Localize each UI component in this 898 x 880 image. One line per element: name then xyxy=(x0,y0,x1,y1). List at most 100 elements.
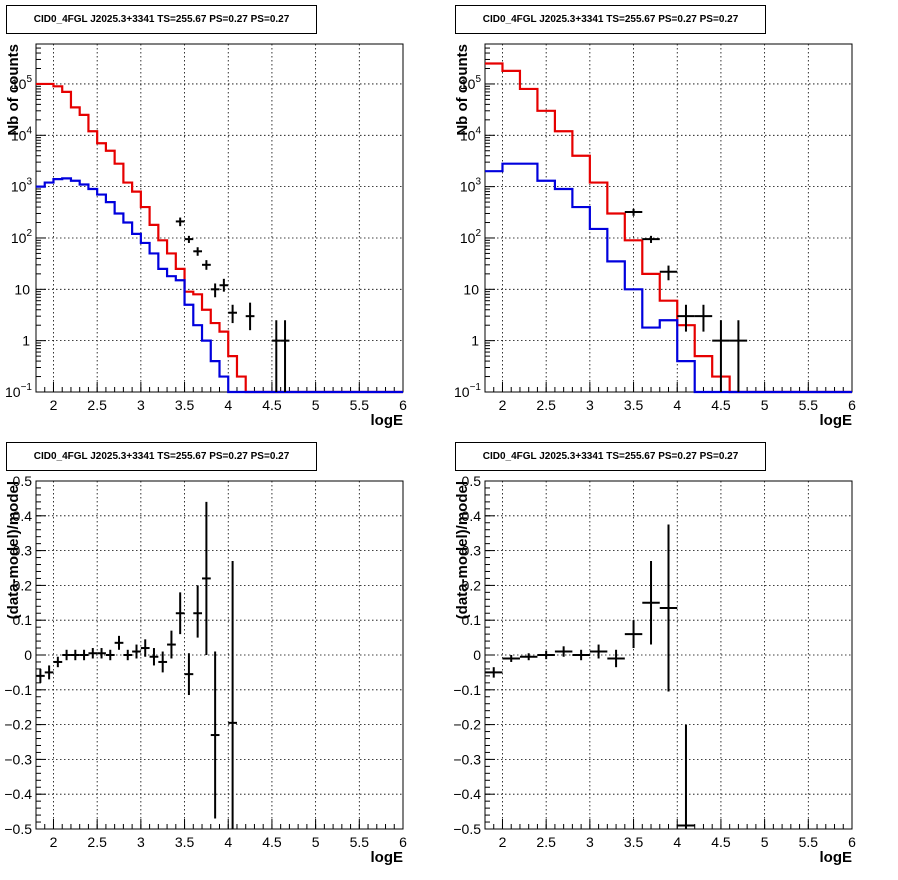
plot-frame xyxy=(484,480,853,830)
data-point xyxy=(193,247,203,256)
x-tick-label: 2 xyxy=(50,834,58,850)
x-tick-label: 4.5 xyxy=(262,834,282,850)
x-tick-label: 4.5 xyxy=(262,397,282,413)
grid-lines xyxy=(485,44,852,392)
data-point xyxy=(123,649,133,661)
x-tick-label: 5 xyxy=(312,834,320,850)
data-point xyxy=(228,561,237,829)
y-tick-label: −0.1 xyxy=(453,682,481,698)
x-tick-label: 3.5 xyxy=(624,834,644,850)
axes: 2 2.5 3 3.5 4 4.5 5 5.5 6 −0.5 −0.4 −0.3 −0.2 −0.1 0 0.… xyxy=(4,473,407,866)
x-tick-label: 5.5 xyxy=(350,834,370,850)
y-tick-label: 1 xyxy=(22,333,30,349)
y-tick-label: −0.5 xyxy=(453,821,481,837)
data-point xyxy=(642,235,660,243)
data-point xyxy=(149,648,159,666)
data-point xyxy=(88,648,98,659)
y-tick-label: 103 xyxy=(11,177,33,195)
data-point xyxy=(70,649,80,661)
x-axis-title: logE xyxy=(371,849,404,866)
data-point xyxy=(712,320,730,392)
x-tick-label: 2.5 xyxy=(536,834,556,850)
data-point xyxy=(184,235,194,243)
x-tick-label: 4.5 xyxy=(711,397,731,413)
x-tick-label: 5 xyxy=(761,834,769,850)
data-point xyxy=(677,724,695,829)
x-tick-label: 2.5 xyxy=(87,834,107,850)
data-point xyxy=(245,302,255,331)
y-tick-label: 0.1 xyxy=(13,612,33,628)
data-point xyxy=(271,320,281,392)
x-tick-label: 2 xyxy=(499,834,507,850)
x-tick-label: 4 xyxy=(224,397,232,413)
data-layer xyxy=(485,524,695,829)
data-point xyxy=(36,668,45,683)
data-point xyxy=(519,653,538,661)
grid-lines xyxy=(36,44,403,392)
data-point xyxy=(485,667,503,678)
x-tick-label: 4 xyxy=(673,834,681,850)
data-point xyxy=(228,304,237,324)
residual-panel-fine: 2 2.5 3 3.5 4 4.5 5 5.5 6 −0.5 −0.4 −0.3 −0.2 −0.1 0 0.… xyxy=(0,437,449,875)
x-tick-label: 5.5 xyxy=(799,397,819,413)
y-tick-label: 0.2 xyxy=(13,577,33,593)
y-tick-label: 0.4 xyxy=(462,508,482,524)
y-tick-label: −0.4 xyxy=(4,786,32,802)
x-tick-label: 3 xyxy=(137,397,145,413)
x-axis-title: logE xyxy=(820,412,853,429)
x-axis-title: logE xyxy=(371,412,404,429)
data-point xyxy=(105,649,115,661)
chart-title: CID0_4FGL J2025.3+3341 TS=255.67 PS=0.27… xyxy=(455,442,766,471)
y-tick-label: 0.4 xyxy=(13,508,33,524)
x-axis-title: logE xyxy=(820,849,853,866)
data-point xyxy=(280,320,290,392)
x-tick-label: 3 xyxy=(137,834,145,850)
y-axis-title: (data-model)/model xyxy=(454,481,471,619)
data-point xyxy=(44,665,54,680)
y-tick-label: 103 xyxy=(460,177,482,195)
histogram-series-line xyxy=(36,82,403,394)
y-tick-label: 0.3 xyxy=(13,543,33,559)
data-point xyxy=(624,208,643,216)
axes: 2 2.5 3 3.5 4 4.5 5 5.5 6 10−1 1 10 102 103 104 105 logE… xyxy=(454,43,856,429)
y-tick-label: 10 xyxy=(14,281,30,297)
data-point xyxy=(537,650,555,660)
chart-title: CID0_4FGL J2025.3+3341 TS=255.67 PS=0.27… xyxy=(455,5,766,34)
data-point xyxy=(659,265,678,281)
x-tick-label: 5.5 xyxy=(799,834,819,850)
data-point xyxy=(659,524,678,692)
x-tick-label: 5 xyxy=(312,397,320,413)
data-point xyxy=(132,644,141,659)
plot-frame xyxy=(35,480,404,830)
axes: 2 2.5 3 3.5 4 4.5 5 5.5 6 −0.5 −0.4 −0.3 −0.2 −0.1 0 0.… xyxy=(453,473,856,866)
x-tick-label: 5.5 xyxy=(350,397,370,413)
data-layer xyxy=(36,82,403,394)
y-tick-label: 104 xyxy=(11,125,33,143)
x-tick-label: 5 xyxy=(761,397,769,413)
chart-svg: 2 2.5 3 3.5 4 4.5 5 5.5 6 10−1 1 10 102 103 104 105 logE… xyxy=(5,43,407,429)
grid-lines xyxy=(36,481,403,829)
y-tick-label: −0.2 xyxy=(4,717,32,733)
y-tick-label: 10−1 xyxy=(454,382,481,400)
x-tick-label: 6 xyxy=(848,834,856,850)
x-tick-label: 4 xyxy=(224,834,232,850)
y-tick-label: −0.2 xyxy=(453,717,481,733)
x-tick-label: 2 xyxy=(50,397,58,413)
data-point xyxy=(79,649,89,661)
counts-panel-coarse: 2 2.5 3 3.5 4 4.5 5 5.5 6 10−1 1 10 102 103 104 105 logE… xyxy=(449,0,898,437)
y-tick-label: −0.5 xyxy=(4,821,32,837)
data-point xyxy=(184,653,194,696)
data-point xyxy=(167,630,176,659)
plot-frame xyxy=(484,43,853,393)
x-tick-label: 2 xyxy=(499,397,507,413)
y-axis-title: (data-model)/model xyxy=(5,481,22,619)
histogram-series-line xyxy=(485,162,852,394)
y-tick-label: −0.4 xyxy=(453,786,481,802)
data-point xyxy=(554,646,573,657)
chart-svg: 2 2.5 3 3.5 4 4.5 5 5.5 6 −0.5 −0.4 −0.3 −0.2 −0.1 0 0.… xyxy=(4,473,407,866)
y-tick-label: 0.3 xyxy=(462,543,482,559)
y-tick-label: 0.1 xyxy=(462,612,482,628)
data-point xyxy=(53,656,63,668)
y-axis-title: Nb of counts xyxy=(454,44,471,136)
data-layer xyxy=(36,501,237,829)
